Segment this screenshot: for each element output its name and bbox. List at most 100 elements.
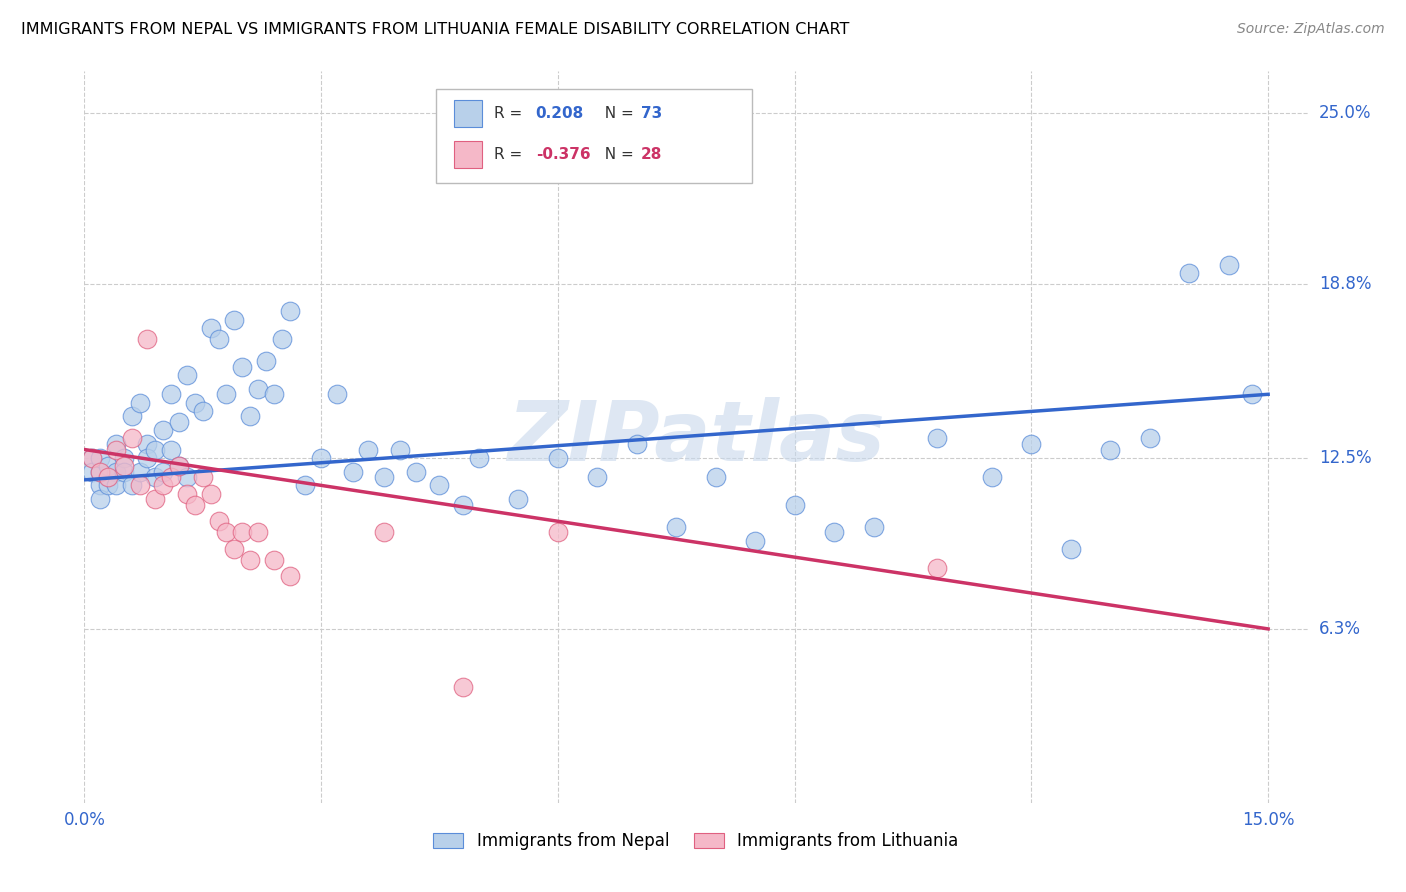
- Point: [1139, 432, 1161, 446]
- Point: [270, 332, 292, 346]
- Point: [97, 478, 120, 492]
- Point: [160, 387, 183, 401]
- Point: [104, 442, 127, 457]
- Point: [246, 382, 269, 396]
- Point: [152, 478, 174, 492]
- Text: IMMIGRANTS FROM NEPAL VS IMMIGRANTS FROM LITHUANIA FEMALE DISABILITY CORRELATION: IMMIGRANTS FROM NEPAL VS IMMIGRANTS FROM…: [21, 22, 849, 37]
- Point: [508, 492, 530, 507]
- Point: [278, 304, 301, 318]
- Point: [97, 458, 120, 473]
- Point: [1021, 437, 1043, 451]
- Point: [191, 470, 214, 484]
- Text: R =: R =: [494, 147, 527, 161]
- Point: [128, 395, 150, 409]
- Point: [1241, 387, 1264, 401]
- Point: [112, 465, 135, 479]
- Point: [783, 498, 806, 512]
- Point: [207, 332, 229, 346]
- Point: [665, 520, 688, 534]
- Point: [89, 478, 111, 492]
- Text: 73: 73: [641, 106, 662, 120]
- Text: 0.208: 0.208: [536, 106, 583, 120]
- Text: ZIPatlas: ZIPatlas: [508, 397, 884, 477]
- Point: [97, 470, 120, 484]
- Point: [121, 432, 143, 446]
- Point: [468, 450, 491, 465]
- Text: 25.0%: 25.0%: [1319, 103, 1371, 122]
- Point: [547, 525, 569, 540]
- Point: [294, 478, 316, 492]
- Point: [160, 470, 183, 484]
- Point: [89, 465, 111, 479]
- Point: [89, 465, 111, 479]
- Point: [145, 492, 167, 507]
- Point: [342, 465, 364, 479]
- Point: [224, 541, 246, 556]
- Point: [121, 478, 143, 492]
- Text: N =: N =: [595, 147, 638, 161]
- Point: [176, 470, 198, 484]
- Point: [224, 312, 246, 326]
- Point: [136, 332, 159, 346]
- Point: [925, 432, 948, 446]
- Point: [152, 465, 174, 479]
- Point: [246, 525, 269, 540]
- Point: [309, 450, 332, 465]
- Point: [136, 450, 159, 465]
- Point: [451, 680, 474, 694]
- Point: [176, 368, 198, 382]
- Point: [200, 486, 222, 500]
- Point: [357, 442, 380, 457]
- Point: [263, 387, 285, 401]
- Text: 18.8%: 18.8%: [1319, 275, 1371, 293]
- Point: [626, 437, 648, 451]
- Point: [145, 442, 167, 457]
- Point: [89, 450, 111, 465]
- Point: [121, 409, 143, 424]
- Point: [239, 553, 262, 567]
- Text: 28: 28: [641, 147, 662, 161]
- Point: [278, 569, 301, 583]
- Point: [704, 470, 727, 484]
- Point: [980, 470, 1002, 484]
- Point: [128, 478, 150, 492]
- Point: [373, 470, 395, 484]
- Point: [254, 354, 277, 368]
- Point: [160, 442, 183, 457]
- Point: [167, 458, 190, 473]
- Point: [152, 423, 174, 437]
- Point: [1178, 266, 1201, 280]
- Point: [136, 437, 159, 451]
- Point: [167, 415, 190, 429]
- Point: [373, 525, 395, 540]
- Point: [128, 465, 150, 479]
- Point: [823, 525, 845, 540]
- Point: [191, 404, 214, 418]
- Point: [82, 465, 104, 479]
- Point: [1099, 442, 1122, 457]
- Point: [167, 458, 190, 473]
- Point: [184, 498, 207, 512]
- Point: [231, 359, 253, 374]
- Point: [104, 478, 127, 492]
- Text: 12.5%: 12.5%: [1319, 449, 1371, 467]
- Point: [1060, 541, 1083, 556]
- Point: [862, 520, 884, 534]
- Point: [326, 387, 349, 401]
- Point: [145, 470, 167, 484]
- Point: [97, 470, 120, 484]
- Point: [82, 450, 104, 465]
- Point: [112, 458, 135, 473]
- Text: R =: R =: [494, 106, 527, 120]
- Point: [215, 387, 238, 401]
- Point: [184, 395, 207, 409]
- Point: [104, 465, 127, 479]
- Point: [389, 442, 412, 457]
- Point: [451, 498, 474, 512]
- Point: [744, 533, 766, 548]
- Point: [207, 514, 229, 528]
- Point: [176, 486, 198, 500]
- Text: N =: N =: [595, 106, 638, 120]
- Legend: Immigrants from Nepal, Immigrants from Lithuania: Immigrants from Nepal, Immigrants from L…: [426, 825, 966, 856]
- Point: [231, 525, 253, 540]
